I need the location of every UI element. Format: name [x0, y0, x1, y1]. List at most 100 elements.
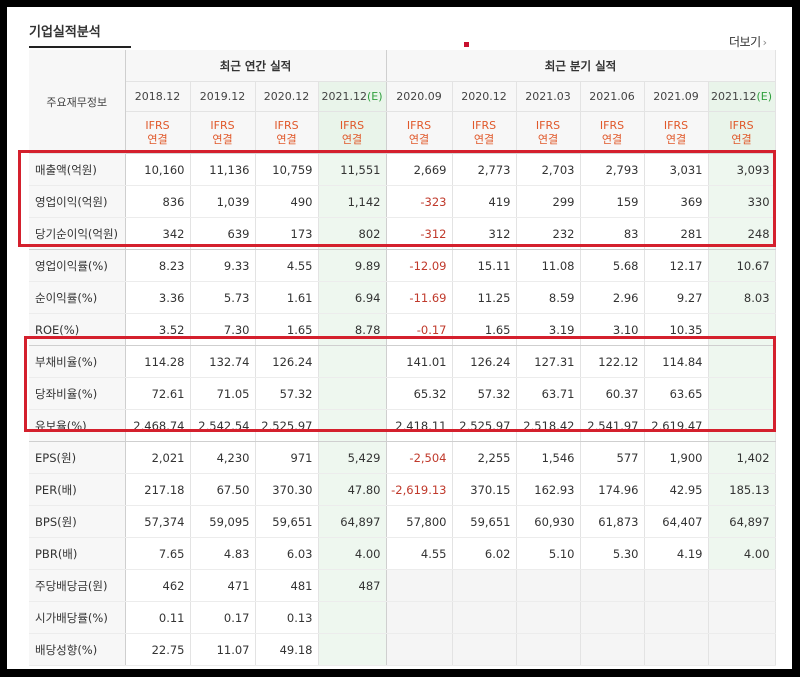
value-cell: 72.61	[125, 377, 191, 410]
ifrs-label: IFRS	[210, 118, 235, 132]
value-cell: 9.33	[190, 249, 256, 282]
value-cell: 10.67	[708, 249, 776, 282]
section-title: 기업실적분석	[29, 25, 101, 40]
row-label: 당좌비율(%)	[29, 377, 126, 410]
ifrs-label: IFRS	[145, 118, 170, 132]
value-cell: 8.78	[318, 313, 387, 346]
value-cell: 49.18	[255, 633, 319, 666]
table-row: 영업이익률(%) 8.23 9.33 4.55 9.89 -12.09 15.11 11.08…	[29, 249, 776, 282]
value-cell: 0.17	[190, 601, 256, 634]
value-cell: 490	[255, 185, 319, 218]
financial-analysis-panel: 기업실적분석 더보기 › 주요재무정보 최근 연간 실적 최근 분기 실적 201…	[7, 7, 792, 669]
value-cell: 185.13	[708, 473, 776, 506]
value-cell: 1.65	[255, 313, 319, 346]
value-cell: 5.30	[580, 537, 645, 570]
ifrs-label: IFRS	[599, 118, 625, 132]
row-label: 영업이익(억원)	[29, 185, 126, 218]
value-cell: 3.36	[125, 281, 191, 314]
value-cell: -312	[386, 217, 453, 250]
value-cell: 159	[580, 185, 645, 218]
value-cell: 299	[516, 185, 581, 218]
value-cell: 217.18	[125, 473, 191, 506]
value-cell: 2,468.74	[125, 409, 191, 442]
ifrs-label: IFRS	[339, 118, 365, 132]
value-cell	[452, 633, 517, 666]
value-cell: 2,542.54	[190, 409, 256, 442]
value-cell: 2,541.97	[580, 409, 645, 442]
chevron-right-icon: ›	[762, 36, 767, 49]
value-cell	[386, 601, 453, 634]
value-cell: 59,651	[452, 505, 517, 538]
table-row: ROE(%) 3.52 7.30 1.65 8.78 -0.17 1.65 3.19 3.10 1…	[29, 313, 776, 346]
ifrs-label: IFRS	[663, 118, 689, 132]
value-cell: 11,136	[190, 153, 256, 186]
value-cell: 0.13	[255, 601, 319, 634]
basis-label: 연결	[665, 132, 687, 146]
value-cell: 57,800	[386, 505, 453, 538]
value-cell: 126.24	[452, 345, 517, 378]
value-cell	[452, 569, 517, 602]
value-cell: 5.68	[580, 249, 645, 282]
value-cell	[708, 633, 776, 666]
value-cell: 4.19	[644, 537, 709, 570]
value-cell: 11,551	[318, 153, 387, 186]
value-cell: 0.11	[125, 601, 191, 634]
financial-table: 주요재무정보 최근 연간 실적 최근 분기 실적 2018.12 2019.12 2…	[29, 50, 776, 666]
value-cell: 12.17	[644, 249, 709, 282]
ifrs-label: IFRS	[471, 118, 497, 132]
value-cell: 330	[708, 185, 776, 218]
value-cell: 57,374	[125, 505, 191, 538]
row-label: EPS(원)	[29, 441, 126, 474]
row-label: 영업이익률(%)	[29, 249, 126, 282]
ifrs-basis-header: IFRS 연결	[644, 111, 709, 154]
value-cell: 132.74	[190, 345, 256, 378]
row-label: 매출액(억원)	[29, 153, 126, 186]
value-cell: 15.11	[452, 249, 517, 282]
row-label: 주당배당금(원)	[29, 569, 126, 602]
period-label: 2021.06	[589, 90, 635, 103]
estimate-mark: (E)	[366, 90, 383, 103]
period-header: 2020.09	[386, 81, 453, 112]
basis-label: 연결	[408, 132, 430, 146]
value-cell: 59,095	[190, 505, 256, 538]
ifrs-basis-header: IFRS 연결	[580, 111, 645, 154]
value-cell: 2,418.11	[386, 409, 453, 442]
value-cell: 370.30	[255, 473, 319, 506]
ifrs-basis-header: IFRS 연결	[386, 111, 453, 154]
value-cell: 10,160	[125, 153, 191, 186]
value-cell: 1,402	[708, 441, 776, 474]
value-cell: 60,930	[516, 505, 581, 538]
value-cell: 22.75	[125, 633, 191, 666]
row-label: 배당성향(%)	[29, 633, 126, 666]
title-underline	[29, 46, 131, 48]
value-cell: 2,669	[386, 153, 453, 186]
period-header: 2019.12	[190, 81, 256, 112]
ifrs-basis-header: IFRS 연결	[255, 111, 319, 154]
value-cell	[386, 569, 453, 602]
value-cell: 577	[580, 441, 645, 474]
value-cell	[318, 633, 387, 666]
period-header: 2021.12(E)	[318, 81, 387, 112]
value-cell: 8.23	[125, 249, 191, 282]
value-cell: 63.65	[644, 377, 709, 410]
value-cell: 419	[452, 185, 517, 218]
value-cell: 2,703	[516, 153, 581, 186]
value-cell: 1,546	[516, 441, 581, 474]
table-row: 주당배당금(원) 462 471 481 487	[29, 569, 776, 602]
value-cell: 64,897	[708, 505, 776, 538]
period-label: 2021.12	[710, 90, 757, 103]
table-row: 영업이익(억원) 836 1,039 490 1,142 -323 419 299 159 369…	[29, 185, 776, 218]
value-cell: 127.31	[516, 345, 581, 378]
value-cell	[580, 601, 645, 634]
more-link[interactable]: 더보기 ›	[729, 33, 767, 50]
value-cell: 126.24	[255, 345, 319, 378]
value-cell: 5.73	[190, 281, 256, 314]
estimate-mark: (E)	[756, 90, 773, 103]
value-cell	[386, 633, 453, 666]
table-row: PBR(배) 7.65 4.83 6.03 4.00 4.55 6.02 5.10 5.30 4.…	[29, 537, 776, 570]
value-cell: 3,093	[708, 153, 776, 186]
basis-label: 연결	[473, 132, 495, 146]
more-label[interactable]: 더보기	[729, 35, 761, 49]
quarterly-group-header: 최근 분기 실적	[386, 50, 776, 82]
value-cell	[516, 569, 581, 602]
